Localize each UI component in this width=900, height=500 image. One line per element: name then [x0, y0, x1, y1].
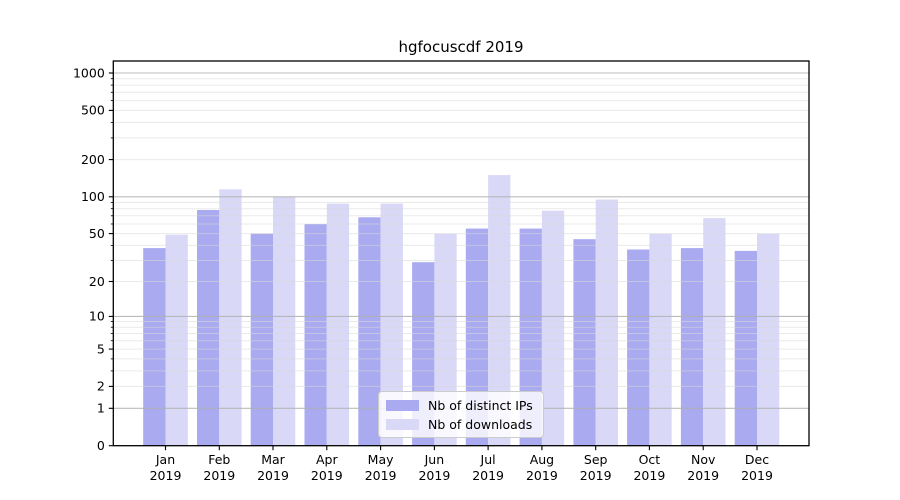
legend-label-distinct-ips: Nb of distinct IPs: [428, 398, 533, 413]
bar-downloads-may-2019: [380, 203, 403, 446]
legend-item-distinct-ips: Nb of distinct IPs: [386, 398, 535, 414]
x-tick-label-month: Apr: [316, 452, 338, 467]
bar-distinct-ips-jan-2019: [143, 248, 166, 446]
grid-layer: [113, 72, 809, 409]
x-tick-label-month: Jul: [480, 452, 496, 467]
x-tick-label-month: Oct: [639, 452, 661, 467]
y-tick-label: 0: [97, 438, 105, 453]
x-tick-label-month: Jan: [155, 452, 175, 467]
plot-border: [112, 60, 810, 447]
legend: Nb of distinct IPs Nb of downloads: [378, 391, 544, 438]
y-tick-label: 50: [89, 226, 105, 241]
x-tick-label-month: Aug: [530, 452, 554, 467]
y-tick-label: 100: [81, 189, 105, 204]
legend-label-downloads: Nb of downloads: [428, 416, 533, 432]
x-tick-label-month: May: [368, 452, 394, 467]
bar-downloads-jul-2019: [488, 175, 511, 446]
x-tick-label-month: Jun: [424, 452, 445, 467]
x-tick-label-year: 2019: [741, 468, 773, 483]
x-tick-label-month: Mar: [261, 452, 285, 467]
bar-downloads-apr-2019: [326, 203, 350, 446]
x-tick-label-year: 2019: [203, 468, 235, 483]
y-tick-label: 20: [89, 274, 105, 289]
y-tick-label: 5: [97, 341, 105, 356]
x-tick-label-year: 2019: [418, 468, 450, 483]
x-tick-label-month: Sep: [584, 452, 608, 467]
x-tick-label-year: 2019: [365, 468, 397, 483]
x-tick-label-month: Feb: [208, 452, 230, 467]
bar-downloads-sep-2019: [595, 199, 618, 446]
bar-downloads-dec-2019: [757, 233, 780, 446]
y-tick-label: 1: [97, 401, 105, 416]
x-tick-label-month: Nov: [691, 452, 716, 467]
bar-downloads-feb-2019: [219, 189, 242, 446]
bar-distinct-ips-mar-2019: [250, 233, 273, 446]
bar-downloads-aug-2019: [541, 210, 565, 446]
x-tick-label-year: 2019: [472, 468, 504, 483]
x-tick-label-year: 2019: [311, 468, 343, 483]
x-tick-label-year: 2019: [150, 468, 182, 483]
bar-distinct-ips-oct-2019: [627, 249, 650, 446]
x-tick-label-year: 2019: [580, 468, 612, 483]
chart-title: hgfocuscdf 2019: [398, 38, 523, 56]
legend-swatch-downloads: [386, 418, 419, 430]
x-tick-label-month: Dec: [745, 452, 769, 467]
y-tick-label: 200: [81, 152, 105, 167]
y-tick-label: 10: [89, 309, 105, 324]
x-tick-label-year: 2019: [633, 468, 665, 483]
legend-item-downloads: Nb of downloads: [386, 417, 535, 433]
bar-downloads-oct-2019: [649, 233, 672, 446]
y-tick-label: 2: [97, 379, 105, 394]
bar-distinct-ips-dec-2019: [734, 250, 757, 446]
y-tick-label: 1000: [73, 65, 105, 80]
x-tick-label-year: 2019: [526, 468, 558, 483]
x-tick-label-year: 2019: [257, 468, 289, 483]
legend-swatch-distinct-ips: [386, 400, 419, 412]
x-tick-label-year: 2019: [687, 468, 719, 483]
bar-distinct-ips-may-2019: [358, 217, 381, 446]
bar-downloads-nov-2019: [703, 218, 726, 446]
bar-distinct-ips-nov-2019: [680, 248, 704, 446]
axes-layer: 01251020501002005001000Jan2019Feb2019Mar…: [73, 60, 810, 483]
bar-distinct-ips-apr-2019: [304, 224, 327, 446]
bar-distinct-ips-sep-2019: [573, 239, 596, 446]
y-tick-label: 500: [81, 103, 105, 118]
